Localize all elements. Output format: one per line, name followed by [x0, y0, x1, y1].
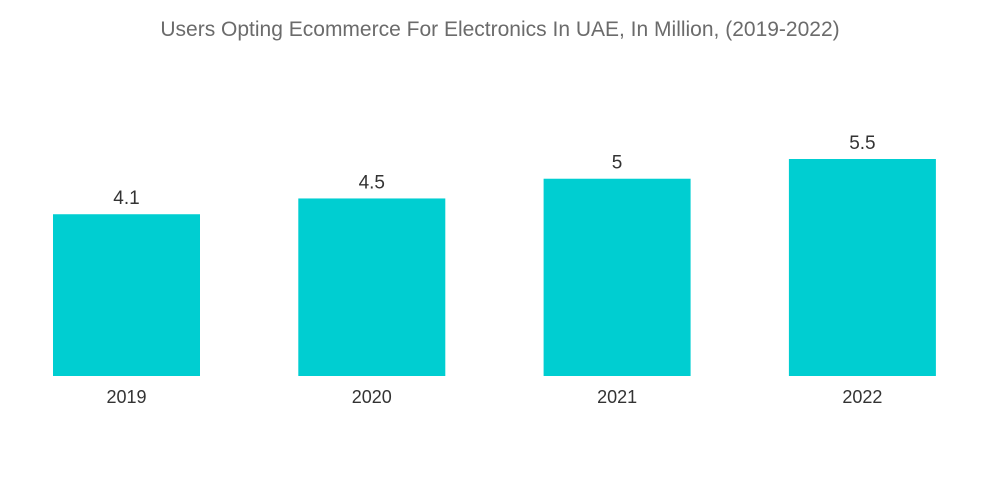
x-tick-2021: 2021 [597, 387, 637, 407]
value-label-2020: 4.5 [359, 172, 385, 193]
x-tick-2022: 2022 [842, 387, 882, 407]
chart-title: Users Opting Ecommerce For Electronics I… [160, 18, 840, 41]
x-tick-2019: 2019 [106, 387, 146, 407]
bar-2019 [53, 214, 200, 376]
value-label-2019: 4.1 [113, 188, 139, 209]
bar-2021 [543, 178, 691, 376]
value-label-2022: 5.5 [849, 133, 875, 154]
value-label-2021: 5 [612, 153, 623, 174]
bar-2020 [298, 198, 446, 376]
x-tick-2020: 2020 [352, 387, 392, 407]
bar-2022 [788, 159, 936, 376]
